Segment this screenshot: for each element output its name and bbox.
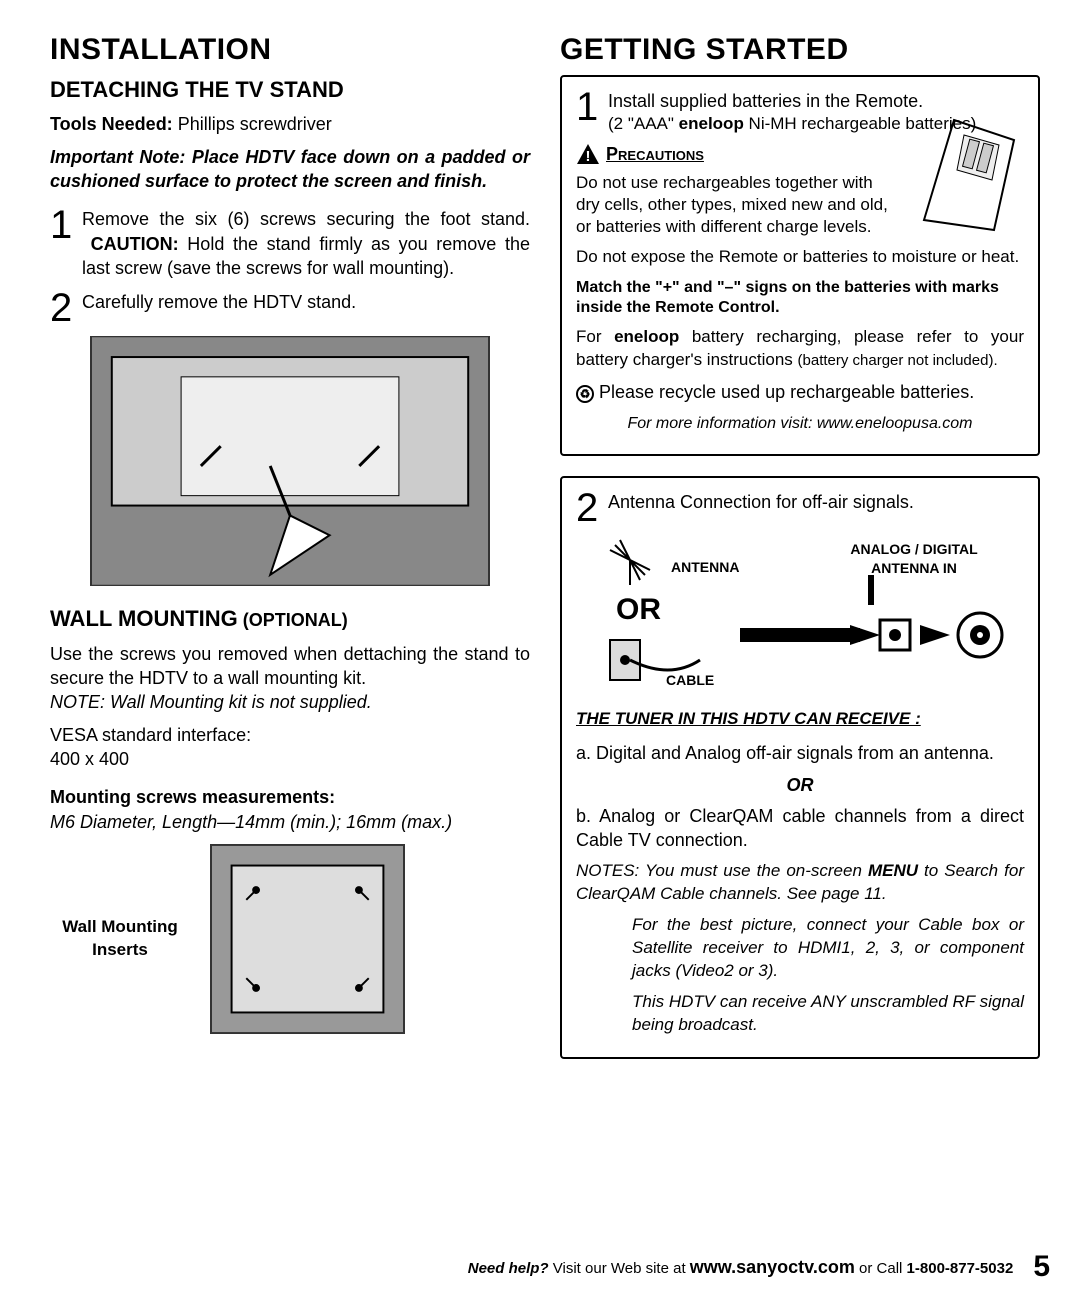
wall-note: NOTE: Wall Mounting kit is not supplied. [50,690,530,714]
footer-help: Need help? Visit our Web site at www.san… [468,1255,1014,1279]
detach-step-1: 1 Remove the six (6) screws securing the… [50,207,530,280]
antenna-diagram: ANTENNA ANALOG / DIGITAL ANTENNA IN OR C… [576,530,1024,700]
tuner-heading: THE TUNER IN THIS HDTV CAN RECEIVE : [576,708,1024,731]
vesa-label: VESA standard interface: [50,723,530,747]
step1-text: Remove the six (6) screws securing the f… [82,209,530,278]
vesa-value: 400 x 400 [50,747,530,771]
recycle-line: ♻ Please recycle used up rechargeable ba… [576,380,1024,404]
tools-label: Tools Needed: [50,114,173,134]
warning-icon: ! [576,143,600,165]
notes-1: NOTES: You must use the on-screen MENU t… [576,860,1024,906]
notes-3: This HDTV can receive ANY unscrambled RF… [576,991,1024,1037]
step-number: 2 [50,290,82,326]
wall-inserts-label: Wall Mounting Inserts [50,916,190,962]
step1b: (2 "AAA" eneloop Ni-MH rechargeable batt… [608,113,1024,136]
wall-mounting-heading: WALL MOUNTING (OPTIONAL) [50,604,530,634]
notes-2: For the best picture, connect your Cable… [576,914,1024,983]
recycle-icon: ♻ [576,385,594,403]
detach-step-2: 2 Carefully remove the HDTV stand. [50,290,530,326]
wall-p1: Use the screws you removed when dettachi… [50,642,530,691]
important-note: Important Note: Place HDTV face down on … [50,146,530,193]
step-number: 2 [576,490,608,526]
antenna-step-text: Antenna Connection for off-air signals. [608,490,1024,526]
option-b: b. Analog or ClearQAM cable channels fro… [576,804,1024,853]
eneloop-recharge: For eneloop battery recharging, please r… [576,326,1024,372]
detach-heading: DETACHING THE TV STAND [50,75,530,105]
more-info-link: For more information visit: www.eneloopu… [576,413,1024,435]
mount-screws-label: Mounting screws measurements: [50,785,530,809]
antenna-box: 2 Antenna Connection for off-air signals… [560,476,1040,1059]
page-footer: Need help? Visit our Web site at www.san… [50,1247,1050,1288]
page-number: 5 [1033,1247,1050,1288]
step2-text: Carefully remove the HDTV stand. [82,290,530,326]
match-signs: Match the "+" and "–" signs on the batte… [576,278,1024,318]
or-separator: OR [576,773,1024,797]
installation-heading: INSTALLATION [50,30,530,71]
wall-inserts-diagram [210,844,405,1034]
step1a: Install supplied batteries in the Remote… [608,89,1024,113]
step-number: 1 [576,89,608,136]
svg-text:!: ! [586,148,591,165]
option-a: a. Digital and Analog off-air signals fr… [576,741,1024,765]
tools-value: Phillips screwdriver [173,114,332,134]
getting-started-heading: GETTING STARTED [560,30,1040,71]
precautions-label: Precautions [606,142,704,166]
battery-box: 1 Install supplied batteries in the Remo… [560,75,1040,457]
step-number: 1 [50,207,82,280]
mount-screws-value: M6 Diameter, Length—14mm (min.); 16mm (m… [50,810,530,834]
precaution-2: Do not expose the Remote or batteries to… [576,246,1024,268]
tools-line: Tools Needed: Phillips screwdriver [50,112,530,136]
tv-stand-diagram [90,336,490,586]
